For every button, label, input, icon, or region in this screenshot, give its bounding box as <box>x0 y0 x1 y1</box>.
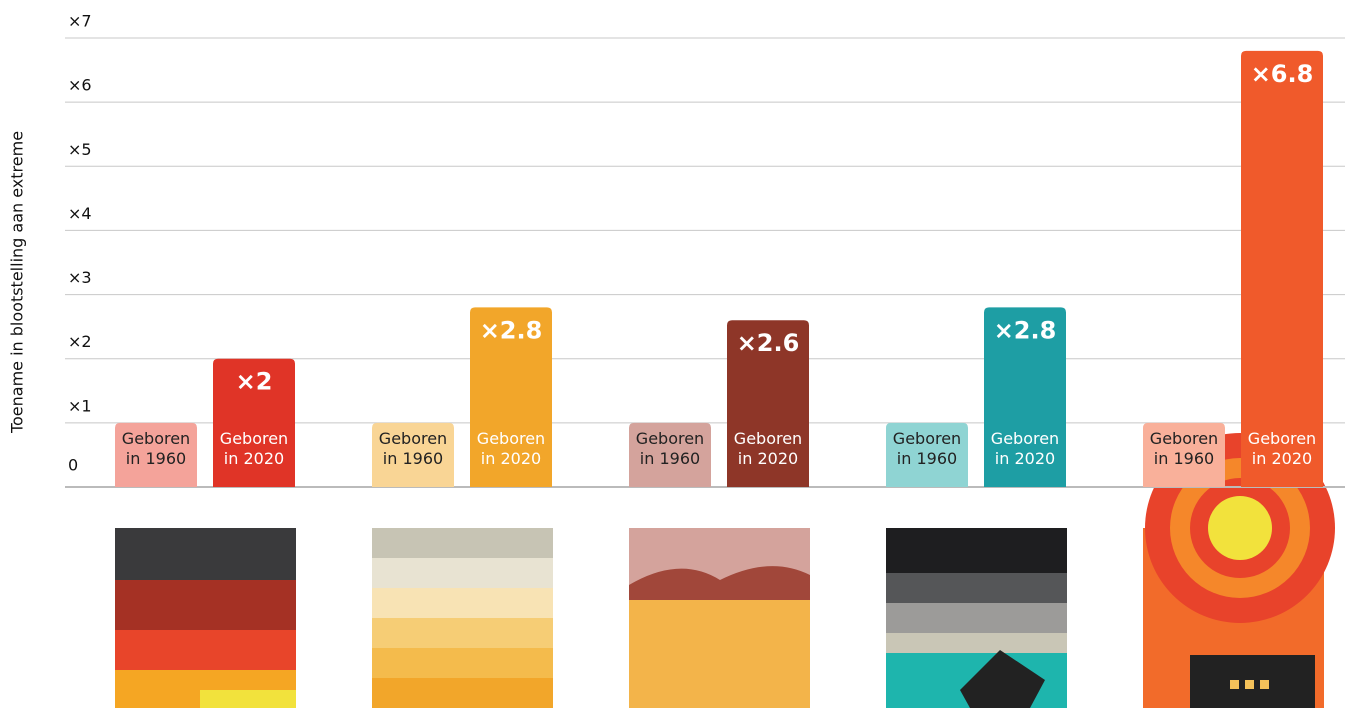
series-name: Geboren in 2020 <box>470 423 552 469</box>
value-label: ×6.8 <box>1251 60 1314 88</box>
value-label: ×2.8 <box>480 316 543 344</box>
series-name: Geboren in 1960 <box>1143 423 1225 469</box>
value-label: ×2.6 <box>737 329 800 357</box>
series-name: Geboren in 1960 <box>886 423 968 469</box>
series-name: Geboren in 2020 <box>1241 423 1323 469</box>
bar-series-label: Geboren in 1960 <box>886 423 968 487</box>
icon-drought-plants <box>372 528 553 708</box>
value-label: ×2 <box>236 368 273 396</box>
series-name: Geboren in 1960 <box>115 423 197 469</box>
bar-series-label: Geboren in 1960 <box>629 423 711 487</box>
series-name: Geboren in 1960 <box>629 423 711 469</box>
bar-series-label: Geboren in 2020 <box>984 423 1066 487</box>
y-tick-label: ×2 <box>68 332 92 351</box>
bar-series-label: Geboren in 2020 <box>727 423 809 487</box>
y-tick-label: ×6 <box>68 76 92 95</box>
bar-series-label: Geboren in 2020 <box>470 423 552 487</box>
y-tick-label: ×1 <box>68 396 92 415</box>
y-tick-label: 0 <box>68 456 78 475</box>
value-label: ×2.8 <box>994 316 1057 344</box>
icon-fire <box>115 528 296 708</box>
bar-series-label: Geboren in 2020 <box>213 423 295 487</box>
bar-series-label: Geboren in 1960 <box>372 423 454 487</box>
series-name: Geboren in 2020 <box>727 423 809 469</box>
bar-series-label: Geboren in 1960 <box>1143 423 1225 487</box>
series-name: Geboren in 2020 <box>213 423 295 469</box>
icon-flood <box>886 528 1067 708</box>
bar <box>1241 51 1323 487</box>
y-axis-label: Toename in blootstelling aan extreme <box>8 131 27 434</box>
y-tick-label: ×4 <box>68 204 92 223</box>
y-tick-label: ×7 <box>68 12 92 31</box>
y-tick-label: ×5 <box>68 140 92 159</box>
y-tick-label: ×3 <box>68 268 92 287</box>
icon-dry-land <box>629 528 810 708</box>
series-name: Geboren in 1960 <box>372 423 454 469</box>
chart: Toename in blootstelling aan extreme <box>0 0 1364 708</box>
bar-series-label: Geboren in 1960 <box>115 423 197 487</box>
series-name: Geboren in 2020 <box>984 423 1066 469</box>
bar-series-label: Geboren in 2020 <box>1241 423 1323 487</box>
